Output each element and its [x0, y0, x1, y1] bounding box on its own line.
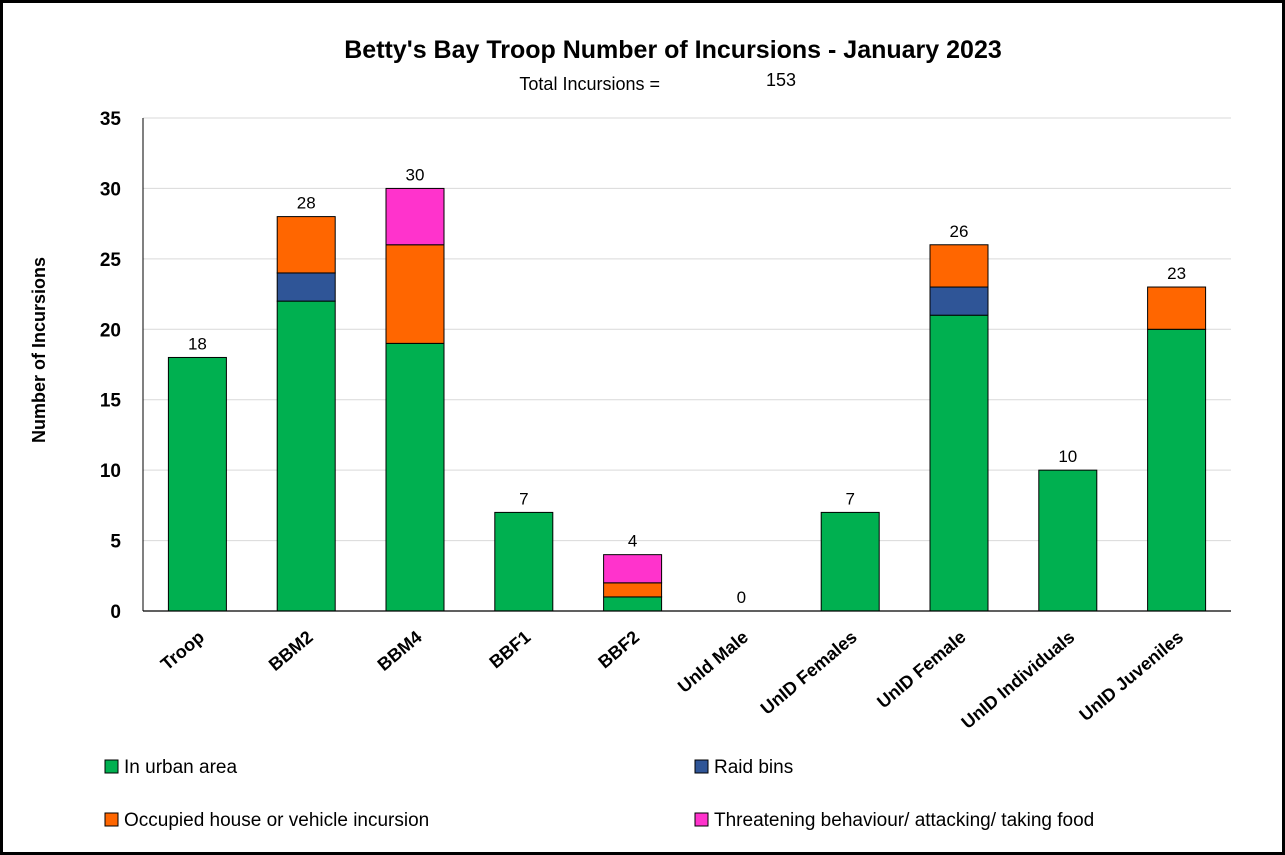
- legend-swatch-threatening-behaviour-attacking-taking-food: [694, 812, 709, 827]
- legend-label-threatening-behaviour-attacking-taking-food: Threatening behaviour/ attacking/ taking…: [714, 810, 1094, 831]
- y-tick-label-0: 0: [110, 602, 121, 623]
- bar-bbm2-raid-bins: [276, 272, 336, 302]
- x-tick-label-unid-male: UnId Male: [674, 627, 752, 697]
- bar-bbf1-in-urban-area: [494, 511, 554, 612]
- y-tick-label-20: 20: [100, 320, 121, 341]
- bar-unid-juveniles-in-urban-area: [1147, 328, 1207, 612]
- x-tick-label-bbm2: BBM2: [265, 627, 317, 675]
- bar-bbf2-occupied-house-or-vehicle-incursion: [603, 582, 663, 598]
- x-tick-label-troop: Troop: [157, 627, 208, 674]
- legend-swatch-occupied-house-or-vehicle-incursion: [104, 812, 119, 827]
- data-label-bbf1: 7: [519, 489, 528, 508]
- y-tick-label-5: 5: [110, 532, 121, 553]
- total-incursions-value: 153: [766, 70, 796, 90]
- data-label-unid-females: 7: [845, 489, 854, 508]
- legend-swatch-in-urban-area: [104, 759, 119, 774]
- data-label-unid-male: 0: [737, 588, 746, 607]
- bar-bbf2-in-urban-area: [603, 596, 663, 612]
- bar-bbf2-threatening-behaviour-attacking-taking-food: [603, 554, 663, 584]
- bar-bbm4-threatening-behaviour-attacking-taking-food: [385, 187, 445, 246]
- y-tick-label-15: 15: [100, 391, 122, 412]
- bars: [167, 187, 1207, 612]
- bar-unid-females-in-urban-area: [820, 511, 880, 612]
- x-tick-label-bbm4: BBM4: [374, 627, 426, 675]
- bar-unid-female-in-urban-area: [929, 314, 989, 612]
- legend-label-raid-bins: Raid bins: [714, 757, 793, 778]
- y-axis-label: Number of Incursions: [29, 257, 49, 443]
- data-label-troop: 18: [188, 334, 207, 353]
- y-tick-label-30: 30: [100, 179, 121, 200]
- x-tick-label-unid-female: UnID Female: [873, 627, 969, 712]
- x-tick-label-unid-individuals: UnID Individuals: [957, 627, 1078, 733]
- x-tick-label-unid-juveniles: UnID Juveniles: [1075, 627, 1187, 725]
- chart-title: Betty's Bay Troop Number of Incursions -…: [344, 36, 1002, 64]
- bar-troop-in-urban-area: [167, 356, 227, 612]
- bar-unid-individuals-in-urban-area: [1038, 469, 1098, 612]
- data-label-bbf2: 4: [628, 532, 637, 551]
- legend-label-occupied-house-or-vehicle-incursion: Occupied house or vehicle incursion: [124, 810, 429, 831]
- chart-subtitle: Total Incursions =: [519, 74, 660, 94]
- axes: 0 5 10 15 20 25 30 35 Troop BBM2 BBM4 BBF1 BBF2 UnId …: [100, 109, 1231, 733]
- y-tick-label-10: 10: [100, 461, 121, 482]
- y-tick-label-25: 25: [100, 250, 122, 271]
- data-label-unid-female: 26: [950, 222, 969, 241]
- legend-swatch-raid-bins: [694, 759, 709, 774]
- bar-bbm4-in-urban-area: [385, 342, 445, 612]
- legend-label-in-urban-area: In urban area: [124, 757, 237, 778]
- x-tick-label-bbf1: BBF1: [485, 627, 534, 673]
- bar-bbm4-occupied-house-or-vehicle-incursion: [385, 244, 445, 344]
- bar-unid-juveniles-occupied-house-or-vehicle-incursion: [1147, 286, 1207, 330]
- bar-unid-female-raid-bins: [929, 286, 989, 316]
- chart-canvas: Betty's Bay Troop Number of Incursions -…: [29, 36, 1231, 831]
- data-label-bbm4: 30: [406, 165, 425, 184]
- data-label-unid-individuals: 10: [1058, 447, 1077, 466]
- bar-bbm2-occupied-house-or-vehicle-incursion: [276, 216, 336, 274]
- data-label-unid-juveniles: 23: [1167, 264, 1186, 283]
- legend: In urban area Raid bins Occupied house or …: [104, 757, 1094, 831]
- data-labels: 18 28 30 7 4 0 7 26 10 23: [188, 165, 1186, 607]
- y-tick-label-35: 35: [100, 109, 122, 130]
- bar-unid-female-occupied-house-or-vehicle-incursion: [929, 244, 989, 288]
- data-label-bbm2: 28: [297, 194, 316, 213]
- x-tick-label-unid-females: UnID Females: [757, 627, 861, 719]
- bar-bbm2-in-urban-area: [276, 300, 336, 612]
- x-tick-label-bbf2: BBF2: [594, 627, 643, 673]
